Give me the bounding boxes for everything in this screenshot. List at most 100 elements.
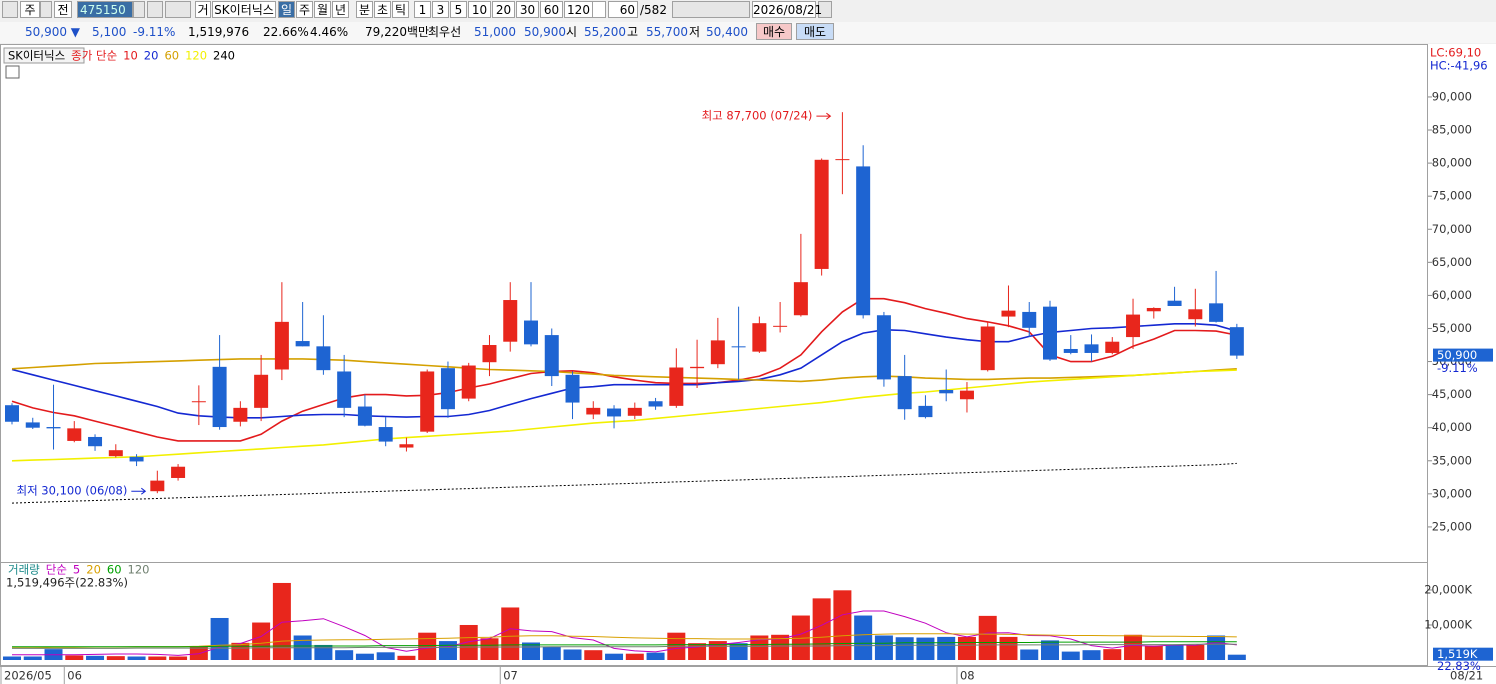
y-tick-label: 35,000 [1432,453,1472,467]
candle-body [959,390,974,400]
dropdown[interactable] [133,1,145,18]
legend-entry: 10 [123,49,138,63]
volume-bar [418,632,437,660]
interval-tab[interactable]: 3 [432,1,449,18]
volume-bar [1061,651,1080,660]
period-tab[interactable]: 주 [296,1,313,18]
legend-entry: 거래량 [8,563,40,577]
grid-icon[interactable] [5,65,20,79]
interval-tab[interactable]: 60 [540,1,563,18]
volume-bar [937,636,956,660]
interval-tab[interactable]: 20 [492,1,515,18]
x-tick-label: 06 [67,669,82,683]
volume-bar [750,635,769,660]
y-tick-label: 30,000 [1432,486,1472,500]
candle-body [856,166,871,316]
low-note: 최저 30,100 (06/08) [16,484,127,498]
quote-volume: 1,519,976 [188,25,250,39]
volume-info: 1,519,496주(22.83%) [6,576,128,590]
volume-bar [563,649,582,660]
legend-entry: 60 [107,563,122,577]
period-tab[interactable]: 년 [332,1,349,18]
quote-high: 55,700 [646,25,688,39]
interval-tab[interactable]: 30 [516,1,539,18]
buy-button[interactable]: 매수 [756,23,792,40]
dropdown[interactable] [40,1,52,18]
volume-bar [625,653,644,660]
period-tab[interactable]: 분 [356,1,373,18]
ma-line [11,462,1237,504]
x-tick-label: 2026/05 [4,669,52,683]
period-tab[interactable]: 틱 [392,1,409,18]
quote-ratio: 4.46% [310,25,349,39]
tool-icons[interactable] [672,1,750,18]
interval-tab[interactable]: 1 [414,1,431,18]
quote-best-bid: 50,900 [524,25,566,39]
volume-bar [1103,649,1122,660]
candle-body [793,282,808,316]
candle-body [1188,309,1203,320]
volume-bar [688,643,707,660]
period-tab[interactable]: 월 [314,1,331,18]
volume-bar [210,617,229,660]
quote-best-ask: 51,000 [474,25,516,39]
candle-body [503,300,518,342]
candle-body [1084,344,1099,353]
y-tick-label: 45,000 [1432,387,1472,401]
search-icon[interactable] [147,1,163,18]
sound-icon[interactable] [165,1,191,18]
volume-bar [148,656,167,660]
tag[interactable]: 거 [195,1,211,18]
sell-button[interactable]: 매도 [796,23,834,40]
volume-bar [874,635,893,660]
candle-body [150,480,165,492]
candle-body [752,323,767,352]
prev[interactable]: 전 [54,1,72,18]
x-tick-label: 07 [503,669,518,683]
toolbar: 주 전 475150 거 SK이터닉스/582 2026/08/21 60 일 주 월 년 분 초 틱 1 3… [0,0,1496,21]
legend-entry: 120 [128,563,150,577]
candle-body [648,401,663,407]
legend-entry: 20 [144,49,159,63]
period-tab[interactable]: 일 [278,1,295,18]
legend-entry: 240 [213,49,235,63]
candle-body [1043,306,1057,360]
name[interactable]: SK이터닉스 [212,1,276,18]
interval-tab[interactable]: 10 [468,1,491,18]
y-tick-label: 90,000 [1432,89,1472,103]
ma-line [12,643,1237,649]
candle-body [274,321,289,370]
last-volume-rate: 22.83% [1437,659,1481,673]
interval-tab[interactable]: 120 [564,1,593,18]
market[interactable]: 주 [20,1,40,18]
last-price: 50,900 [1437,348,1477,362]
date[interactable]: 2026/08/21 [752,1,823,18]
candle-body [233,407,248,422]
total[interactable]: /582 [640,3,667,17]
legend-entry: SK이터닉스 [8,49,65,63]
quote-low: 50,400 [706,25,748,39]
calendar-icon[interactable] [818,1,832,18]
candle-body [67,428,82,441]
code[interactable]: 475150 [77,1,133,18]
volume-bar [459,624,478,660]
quote-open: 55,200 [584,25,626,39]
candle-body [524,320,538,345]
count[interactable]: 60 [608,1,638,18]
volume-bar [376,652,395,660]
y-tick-label: 65,000 [1432,255,1472,269]
interval-tab[interactable]: 5 [450,1,467,18]
y-tick-label: 70,000 [1432,222,1472,236]
volume-bar [1041,640,1059,660]
volume-bar [231,642,250,660]
x-end-label: 08/21 [1450,669,1483,683]
candle-body [1022,311,1037,328]
volume-bar [501,607,520,660]
menu-icon[interactable] [2,1,18,18]
candle-body [939,389,954,394]
period-tab[interactable]: 초 [374,1,391,18]
y-tick-label: 20,000K [1424,582,1472,596]
candle-body [586,407,601,415]
ma-line [12,633,1237,649]
legend-entry: 종가 단순 [71,49,117,63]
